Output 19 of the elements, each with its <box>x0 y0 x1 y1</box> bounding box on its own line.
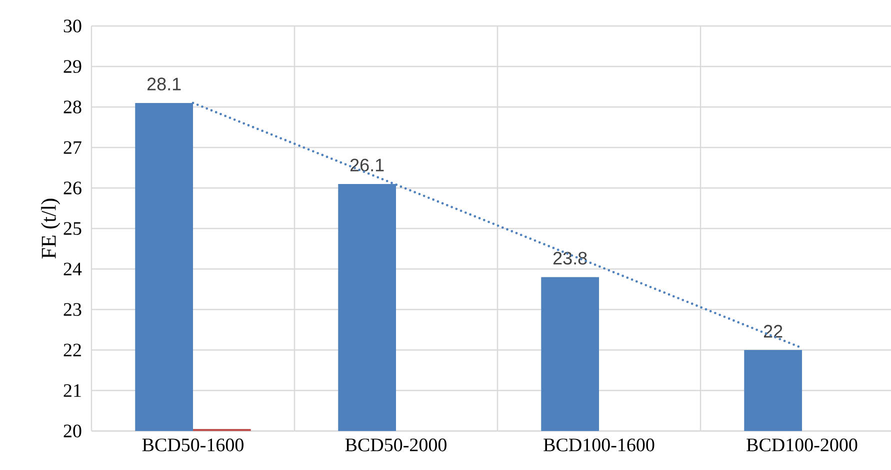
y-tick-label: 24 <box>64 262 82 276</box>
y-axis-title: FE (t/l) <box>41 198 60 259</box>
y-tick-label: 23 <box>64 303 82 316</box>
y-tick-label: 20 <box>64 424 82 438</box>
x-tick-label: BCD50-2000 <box>345 438 446 452</box>
y-tick-label: 30 <box>64 20 82 32</box>
y-tick-label: 28 <box>64 100 82 114</box>
data-label: 22 <box>764 324 782 338</box>
y-tick-label: 22 <box>64 344 81 356</box>
y-tick-label: 27 <box>64 141 82 154</box>
x-tick-label: BCD50-1600 <box>142 438 244 452</box>
y-tick-label: 25 <box>64 222 82 235</box>
y-tick-label: 26 <box>64 182 82 194</box>
y-tick-label: 29 <box>64 60 82 73</box>
data-label: 26.1 <box>350 158 384 172</box>
x-tick-label: BCD100-2000 <box>746 438 858 452</box>
y-tick-label: 21 <box>64 384 81 397</box>
data-label: 28.1 <box>147 78 181 90</box>
x-tick-label: BCD100-1600 <box>544 438 654 452</box>
